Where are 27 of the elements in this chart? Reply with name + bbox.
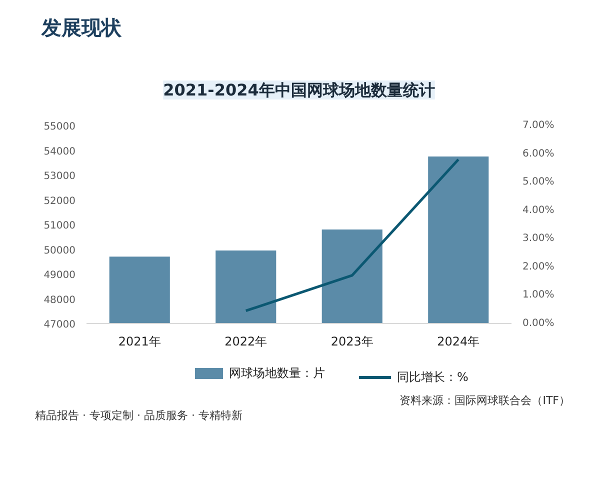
text: 资料来源：国际网球联合会（ITF）	[400, 393, 570, 409]
y-tick-label: 52000	[44, 196, 76, 207]
y-tick-label: 53000	[44, 171, 76, 182]
y-tick-label: 47000	[44, 320, 76, 330]
y2-tick-label: 3.00%	[522, 233, 554, 244]
y-tick-label: 49000	[44, 270, 76, 281]
legend-label: 网球场地数量：片	[229, 365, 325, 382]
x-tick-label: 2024年	[437, 334, 480, 348]
x-tick-label: 2022年	[224, 334, 268, 348]
y2-tick-label: 4.00%	[522, 204, 554, 216]
y2-tick-label: 0.00%	[522, 318, 554, 329]
text: 精品报告 · 专项定制 · 品质服务 · 专精特新	[35, 408, 242, 424]
x-tick-label: 2021年	[118, 334, 161, 348]
y2-tick-label: 6.00%	[522, 148, 554, 160]
y-tick-label: 54000	[44, 146, 76, 158]
y-tick-label: 48000	[44, 294, 76, 306]
chart-title: 2021-2024年中国网球场地数量统计	[163, 80, 435, 100]
y2-tick-label: 2.00%	[522, 261, 554, 272]
y2-tick-label: 7.00%	[522, 120, 554, 131]
chart-subtitle: 发展现状	[40, 16, 122, 40]
y-tick-label: 55000	[44, 122, 76, 132]
y2-tick-label: 1.00%	[522, 290, 554, 301]
y-tick-label: 51000	[44, 220, 76, 232]
x-tick-label: 2023年	[330, 334, 374, 348]
y-tick-label: 50000	[44, 245, 76, 256]
legend-label: 同比增长：%	[397, 369, 468, 386]
y2-tick-label: 5.00%	[522, 176, 554, 188]
